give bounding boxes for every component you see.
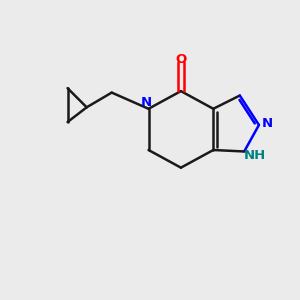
- Text: NH: NH: [243, 148, 266, 161]
- Text: O: O: [175, 53, 187, 66]
- Text: N: N: [141, 96, 152, 109]
- Text: N: N: [262, 117, 273, 130]
